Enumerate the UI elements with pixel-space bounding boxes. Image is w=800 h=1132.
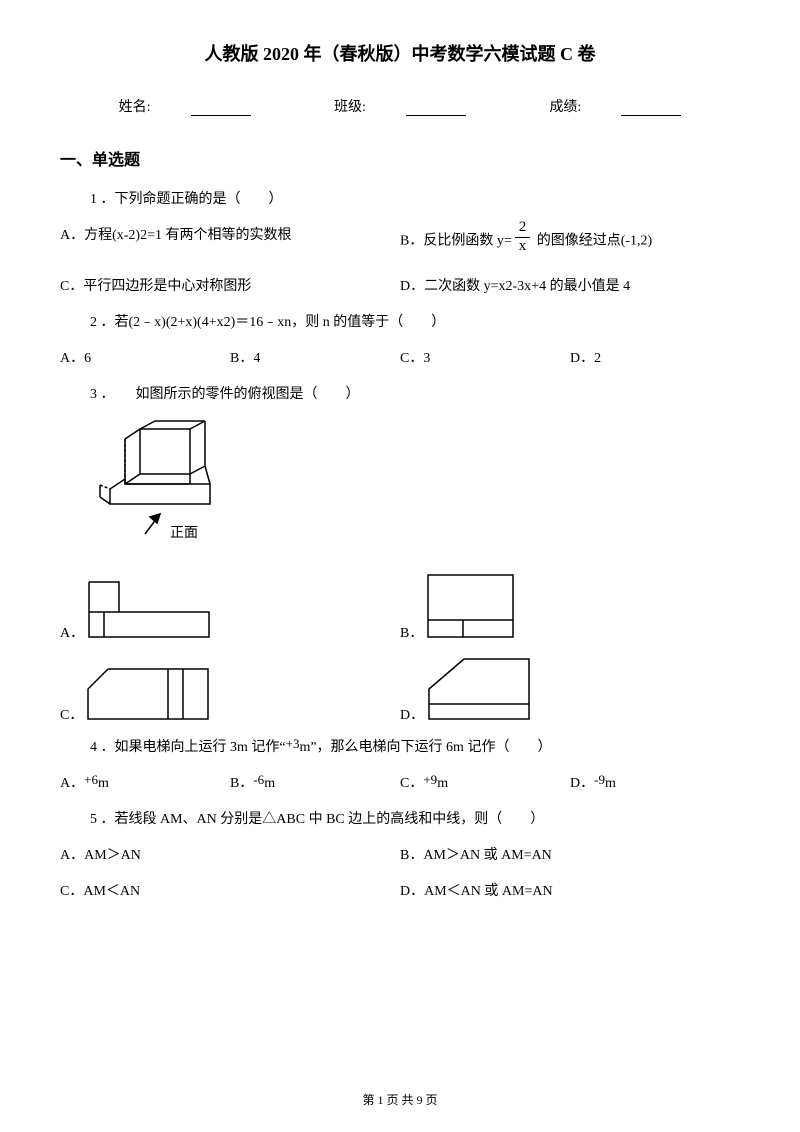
q2-opt-a: A．6 <box>60 347 230 367</box>
q5-opt-b: B．AM＞AN 或 AM=AN <box>400 844 740 864</box>
q3-opt-c: C． <box>60 654 400 724</box>
q1-opt-b: B．反比例函数 y=2x 的图像经过点(-1,2) <box>400 224 740 259</box>
q1-opt-d: D．二次函数 y=x2-3x+4 的最小值是 4 <box>400 275 740 295</box>
q3-opt-b: B． <box>400 570 740 642</box>
score-label: 成绩: <box>549 100 581 115</box>
q5-opt-c: C．AM＜AN <box>60 880 400 900</box>
name-blank <box>191 115 251 116</box>
q2-opt-d: D．2 <box>570 347 740 367</box>
q1-opt-a: A．方程(x-2)2=1 有两个相等的实数根 <box>60 224 400 259</box>
q5-opt-d: D．AM＜AN 或 AM=AN <box>400 880 740 900</box>
q1b-post: 的图像经过点(-1,2) <box>533 233 652 248</box>
q5-stem: 5 ．若线段 AM、AN 分别是△ABC 中 BC 边上的高线和中线，则（ ） <box>60 808 740 828</box>
q3c-label: C． <box>60 704 83 724</box>
q3a-label: A． <box>60 622 84 642</box>
page-footer: 第 1 页 共 9 页 <box>0 1091 800 1108</box>
q3-stem: 3 ． 如图所示的零件的俯视图是（ ） <box>60 383 740 403</box>
q3b-label: B． <box>400 622 423 642</box>
q3d-label: D． <box>400 704 424 724</box>
q4-opt-a: A．+6m <box>60 772 230 792</box>
q4-pre: 4 ．如果电梯向上运行 3m 记作“ <box>90 740 286 755</box>
q4-mid: +3 <box>286 736 300 751</box>
q4-stem: 4 ．如果电梯向上运行 3m 记作“+3m”，那么电梯向下运行 6m 记作（ ） <box>60 736 740 756</box>
q2-opt-c: C．3 <box>400 347 570 367</box>
front-label: 正面 <box>170 526 198 541</box>
q2-stem: 2 ．若(2﹣x)(2+x)(4+x2)＝16﹣xn，则 n 的值等于（ ） <box>60 311 740 331</box>
class-label: 班级: <box>334 100 366 115</box>
name-label: 姓名: <box>119 100 151 115</box>
score-blank <box>621 115 681 116</box>
q3-figure: 正面 <box>90 419 740 554</box>
q4-opt-c: C．+9m <box>400 772 570 792</box>
q1-opt-c: C．平行四边形是中心对称图形 <box>60 275 400 295</box>
q1-stem: 1 ．下列命题正确的是（ ） <box>60 188 740 208</box>
q3-opt-d: D． <box>400 654 740 724</box>
class-blank <box>406 115 466 116</box>
q4-opt-b: B．-6m <box>230 772 400 792</box>
section-heading: 一、单选题 <box>60 146 740 170</box>
info-line: 姓名: 班级: 成绩: <box>60 96 740 116</box>
q2-opt-b: B．4 <box>230 347 400 367</box>
page-title: 人教版 2020 年（春秋版）中考数学六模试题 C 卷 <box>60 40 740 66</box>
q4-opt-d: D．-9m <box>570 772 740 792</box>
fraction-2-over-x: 2x <box>515 220 531 255</box>
q5-opt-a: A．AM＞AN <box>60 844 400 864</box>
q4-post: m”，那么电梯向下运行 6m 记作（ ） <box>299 740 551 755</box>
q1b-pre: B．反比例函数 y= <box>400 233 512 248</box>
q3-opt-a: A． <box>60 570 400 642</box>
